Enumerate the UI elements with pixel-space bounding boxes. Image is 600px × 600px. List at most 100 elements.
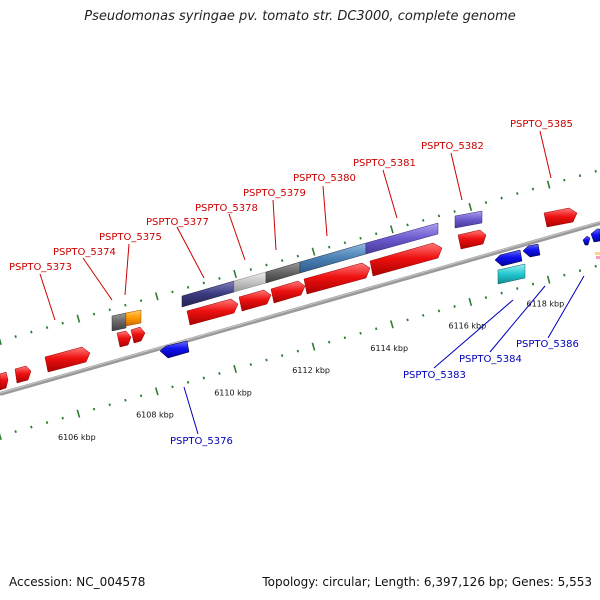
ruler-minor-tick: [578, 174, 582, 178]
gene-arrow-forward[interactable]: [186, 298, 239, 326]
ruler-major-tick: [154, 387, 159, 396]
ruler-major-tick: [233, 364, 237, 374]
gene-arrow-forward[interactable]: [238, 289, 272, 312]
gene-arrow-reverse[interactable]: [590, 228, 600, 243]
gene-arrow-forward[interactable]: [270, 280, 306, 304]
ruler-upper-track: [0, 169, 597, 346]
gene-arrow-reverse[interactable]: [582, 235, 591, 246]
leader-line: [176, 226, 205, 279]
ruler-minor-tick: [202, 376, 205, 380]
ruler-minor-tick: [45, 326, 49, 330]
feature-block-purple[interactable]: [365, 222, 439, 255]
ruler-minor-tick: [14, 430, 17, 433]
ruler-minor-tick: [280, 259, 284, 262]
ruler-minor-tick: [563, 178, 566, 182]
gene-arrows-reverse: [159, 228, 600, 359]
map-title: Pseudomonas syringae pv. tomato str. DC3…: [84, 9, 516, 24]
ruler-major-tick: [311, 247, 316, 256]
ruler-minor-tick: [594, 169, 597, 173]
gene-label[interactable]: PSPTO_5374: [53, 247, 116, 258]
ruler-minor-tick: [92, 407, 96, 411]
ruler-tick-label: 6112 kbp: [292, 366, 330, 375]
gene-arrow-reverse[interactable]: [494, 249, 523, 267]
gene-arrow-forward[interactable]: [0, 371, 9, 391]
accession-label: Accession: NC_004578: [9, 575, 146, 589]
gene-label[interactable]: PSPTO_5376: [170, 436, 233, 447]
gene-label[interactable]: PSPTO_5373: [9, 262, 72, 273]
gene-label[interactable]: PSPTO_5385: [510, 119, 573, 130]
ruler-minor-tick: [30, 425, 33, 429]
gene-label[interactable]: PSPTO_5378: [195, 203, 258, 214]
feature-block-orange-small[interactable]: [125, 309, 142, 327]
ruler-minor-tick: [516, 287, 519, 290]
ruler-minor-tick: [296, 349, 300, 353]
ruler-minor-tick: [186, 380, 190, 384]
leader-line: [272, 199, 277, 251]
ruler-minor-tick: [578, 269, 582, 273]
gene-label[interactable]: PSPTO_5382: [421, 141, 484, 152]
feature-block-cyan[interactable]: [497, 263, 526, 285]
ruler-minor-tick: [500, 196, 503, 200]
ruler-minor-tick: [531, 282, 535, 286]
gene-arrow-forward[interactable]: [116, 330, 132, 348]
leader-line: [228, 213, 246, 261]
gene-label[interactable]: PSPTO_5377: [146, 217, 209, 228]
ruler-major-tick: [0, 433, 2, 441]
ruler-tick-label: 6108 kbp: [136, 411, 174, 420]
ruler-tick-label: 6116 kbp: [449, 322, 487, 331]
leader-line: [82, 257, 113, 301]
ruler-minor-tick: [516, 192, 519, 195]
gene-arrow-forward[interactable]: [130, 326, 146, 344]
gene-arrow-forward[interactable]: [14, 365, 32, 384]
ruler-minor-tick: [328, 245, 331, 249]
gene-arrow-reverse[interactable]: [159, 340, 190, 359]
ruler-major-tick: [390, 225, 394, 234]
ruler-minor-tick: [14, 335, 17, 338]
ruler-minor-tick: [422, 218, 425, 222]
gene-arrows-forward: [0, 207, 578, 391]
gene-labels-reverse: PSPTO_5376 PSPTO_5383 PSPTO_5384 PSPTO_5…: [170, 339, 579, 447]
ruler-minor-tick: [139, 299, 143, 303]
feature-block-gray-small[interactable]: [111, 312, 127, 332]
feature-track-forward: [111, 210, 526, 332]
ruler-minor-tick: [61, 416, 64, 420]
feature-fragment: [596, 256, 600, 259]
ruler-minor-tick: [406, 318, 409, 322]
gene-label[interactable]: PSPTO_5381: [353, 158, 416, 169]
feature-block-dark-gray[interactable]: [265, 261, 301, 284]
ruler-minor-tick: [61, 321, 64, 325]
gene-label[interactable]: PSPTO_5380: [293, 173, 356, 184]
feature-block-purple-small[interactable]: [454, 210, 483, 229]
leader-line: [322, 185, 328, 237]
ruler-minor-tick: [124, 303, 127, 307]
feature-block-light-gray[interactable]: [233, 271, 267, 293]
ruler-minor-tick: [92, 312, 96, 316]
gene-label[interactable]: PSPTO_5386: [516, 339, 579, 350]
genome-backbone: [0, 221, 600, 396]
ruler-minor-tick: [375, 232, 378, 236]
gene-label[interactable]: PSPTO_5379: [243, 188, 306, 199]
gene-arrow-reverse[interactable]: [522, 243, 541, 258]
ruler-minor-tick: [437, 309, 441, 313]
ruler-minor-tick: [124, 398, 127, 402]
ruler-minor-tick: [108, 403, 111, 407]
gene-arrow-forward[interactable]: [44, 346, 91, 373]
gene-label[interactable]: PSPTO_5375: [99, 232, 162, 243]
ruler-major-tick: [76, 409, 81, 418]
ruler-minor-tick: [406, 223, 409, 227]
gene-arrow-forward[interactable]: [303, 262, 371, 295]
gene-label[interactable]: PSPTO_5384: [459, 354, 522, 365]
leader-line: [539, 130, 552, 179]
genome-backbone-highlight: [0, 221, 600, 394]
ruler-minor-tick: [343, 241, 347, 245]
gene-label[interactable]: PSPTO_5383: [403, 370, 466, 381]
ruler-tick-label: 6114 kbp: [370, 344, 408, 353]
ruler-major-tick: [233, 269, 237, 279]
gene-arrow-forward[interactable]: [457, 229, 487, 250]
ruler-minor-tick: [437, 214, 441, 218]
gene-arrow-forward[interactable]: [369, 242, 443, 277]
ruler-minor-tick: [265, 263, 268, 267]
gene-arrow-forward[interactable]: [543, 207, 578, 228]
ruler-major-tick: [390, 320, 394, 329]
